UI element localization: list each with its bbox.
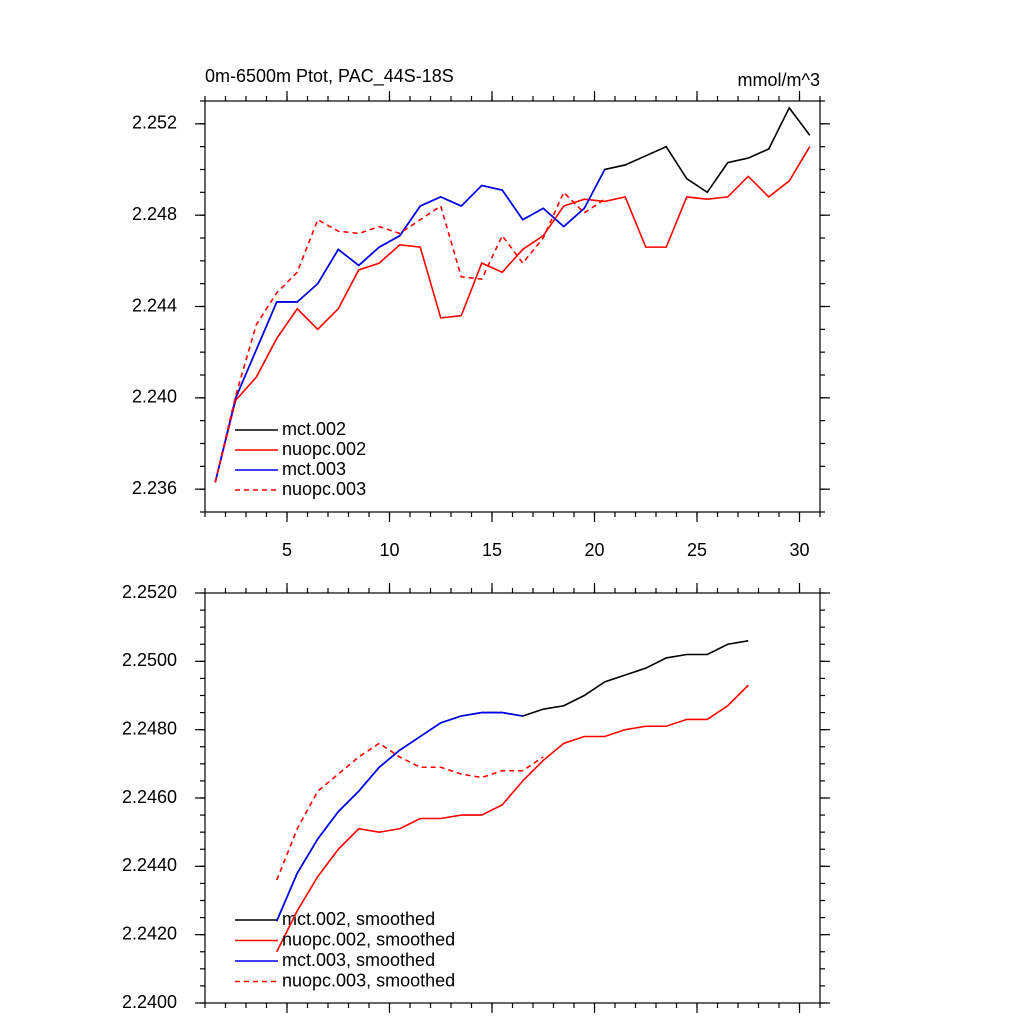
- y-tick-label: 2.2440: [122, 855, 177, 875]
- y-tick-label: 2.248: [132, 204, 177, 224]
- data-line: [276, 711, 523, 922]
- data-line: [276, 684, 749, 953]
- legend-label: nuopc.002, smoothed: [282, 929, 455, 949]
- data-line: [214, 146, 811, 483]
- units-label: mmol/m^3: [738, 70, 820, 90]
- data-line: [276, 742, 544, 881]
- chart-title: 0m-6500m Ptot, PAC_44S-18S: [205, 66, 454, 87]
- x-tick-label: 10: [379, 540, 399, 560]
- x-tick-label: 20: [584, 540, 604, 560]
- y-tick-label: 2.2520: [122, 582, 177, 602]
- y-tick-label: 2.236: [132, 478, 177, 498]
- y-tick-label: 2.244: [132, 295, 177, 315]
- x-tick-label: 5: [282, 540, 292, 560]
- legend-label: mct.002: [282, 419, 346, 439]
- x-tick-label: 30: [789, 540, 809, 560]
- legend-label: nuopc.003: [282, 479, 366, 499]
- data-line: [214, 169, 606, 483]
- legend-label: mct.003, smoothed: [282, 950, 435, 970]
- legend-label: mct.002, smoothed: [282, 909, 435, 929]
- y-tick-label: 2.2480: [122, 718, 177, 738]
- legend-label: nuopc.003, smoothed: [282, 970, 455, 990]
- y-tick-label: 2.2500: [122, 650, 177, 670]
- y-tick-label: 2.2420: [122, 923, 177, 943]
- data-line: [214, 190, 606, 483]
- y-tick-label: 2.2460: [122, 787, 177, 807]
- data-line: [276, 640, 749, 922]
- x-tick-label: 15: [482, 540, 502, 560]
- x-tick-label: 25: [687, 540, 707, 560]
- y-tick-label: 2.252: [132, 113, 177, 133]
- legend-label: mct.003: [282, 459, 346, 479]
- legend-label: nuopc.002: [282, 439, 366, 459]
- y-tick-label: 2.240: [132, 387, 177, 407]
- y-tick-label: 2.2400: [122, 992, 177, 1012]
